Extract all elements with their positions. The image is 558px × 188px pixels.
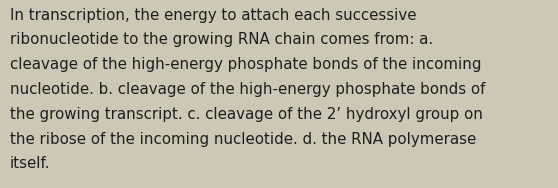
Text: ribonucleotide to the growing RNA chain comes from: a.: ribonucleotide to the growing RNA chain … (10, 32, 433, 47)
Text: In transcription, the energy to attach each successive: In transcription, the energy to attach e… (10, 8, 416, 23)
Text: the ribose of the incoming nucleotide. d. the RNA polymerase: the ribose of the incoming nucleotide. d… (10, 132, 477, 147)
Text: the growing transcript. c. cleavage of the 2’ hydroxyl group on: the growing transcript. c. cleavage of t… (10, 107, 483, 122)
Text: nucleotide. b. cleavage of the high-energy phosphate bonds of: nucleotide. b. cleavage of the high-ener… (10, 82, 485, 97)
Text: cleavage of the high-energy phosphate bonds of the incoming: cleavage of the high-energy phosphate bo… (10, 57, 482, 72)
Text: itself.: itself. (10, 156, 51, 171)
